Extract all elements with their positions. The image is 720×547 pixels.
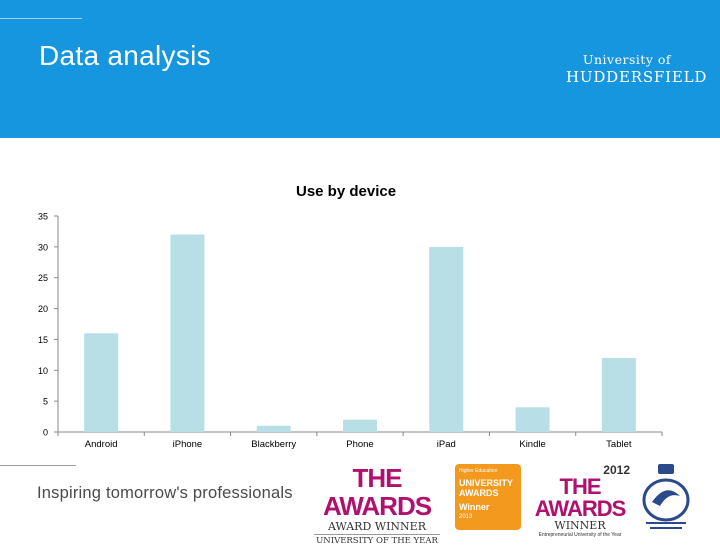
bar-iphone	[170, 234, 205, 432]
x-tick-label: Android	[85, 439, 118, 450]
x-tick-label: Tablet	[606, 439, 632, 450]
award2-year: 2013	[459, 514, 473, 520]
x-tick-label: Phone	[346, 439, 373, 450]
bar-chart: 0 5 10 15 20 25 30 35 Android iPhone Blackberry Pho…	[38, 212, 663, 450]
x-tick-label: iPhone	[173, 439, 203, 450]
x-tick-label: Blackberry	[251, 439, 296, 450]
x-tick-label: iPad	[437, 439, 456, 450]
y-tick-label: 35	[38, 212, 48, 222]
bar-android	[84, 333, 119, 432]
y-tick-label: 30	[38, 242, 48, 252]
x-tick-label: Kindle	[519, 439, 545, 450]
award-logo-university-awards: Higher Education UNIVERSITY AWARDS Winne…	[455, 464, 521, 530]
chart-title: Use by device	[296, 183, 397, 200]
award2-name: UNIVERSITY AWARDS	[459, 478, 513, 498]
y-tick-label: 0	[43, 428, 48, 438]
award3-mid: WINNER	[554, 519, 606, 532]
award3-year: 2012	[603, 463, 630, 477]
university-logo: University of HUDDERSFIELD	[566, 52, 708, 86]
footer-rule	[0, 465, 76, 466]
award1-mid: AWARD WINNER	[327, 520, 426, 533]
slide-header: Data analysis University of HUDDERSFIELD	[0, 0, 720, 138]
award-logo-university-of-the-year: THE AWARDS AWARD WINNER UNIVERSITY OF TH…	[314, 463, 440, 546]
y-tick-label: 5	[43, 397, 48, 407]
y-tick-label: 20	[38, 304, 48, 314]
award3-big: THE AWARDS	[534, 474, 627, 521]
bar-tablet	[601, 357, 636, 432]
award2-top: Higher Education	[459, 468, 498, 474]
y-tick-label: 15	[38, 335, 48, 345]
award3-small: Entrepreneurial University of the Year	[538, 532, 622, 538]
tagline: Inspiring tomorrow's professionals	[37, 484, 293, 502]
bar-kindle	[515, 407, 550, 432]
award2-winner: Winner	[459, 502, 490, 512]
award1-small: UNIVERSITY OF THE YEAR	[314, 534, 440, 547]
award-logo-entrepreneurial: 2012 THE AWARDS WINNER Entrepreneurial U…	[530, 463, 630, 538]
slide-title: Data analysis	[39, 40, 211, 71]
bar-blackberry	[256, 425, 291, 432]
logo-line2: HUDDERSFIELD	[566, 68, 708, 86]
award1-big: THE AWARDS	[322, 463, 432, 521]
queens-award-emblem-icon	[642, 464, 690, 529]
logo-line1: University of	[582, 52, 672, 67]
bar-ipad	[429, 246, 464, 432]
y-tick-label: 25	[38, 273, 48, 283]
bar-phone	[343, 419, 377, 432]
y-tick-label: 10	[38, 366, 48, 376]
header-rule	[0, 18, 82, 19]
